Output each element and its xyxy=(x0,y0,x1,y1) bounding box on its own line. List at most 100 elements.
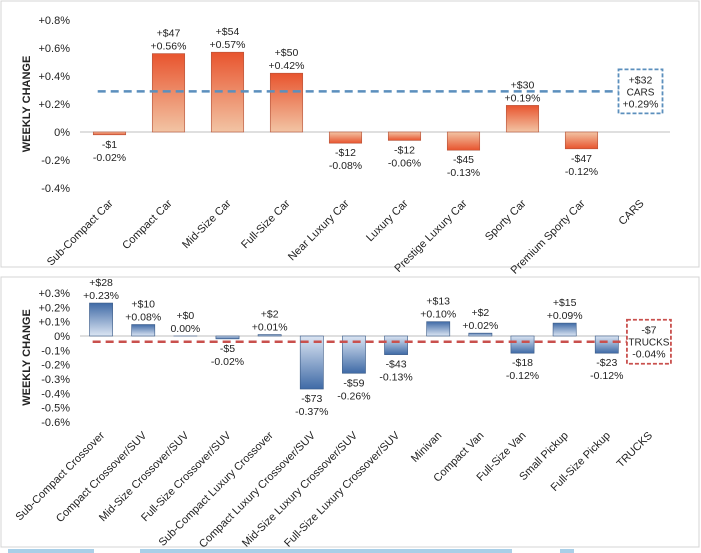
cars-percent-label: +0.57% xyxy=(210,39,246,51)
cars-x-tick-label: Mid-Size Car xyxy=(180,197,234,251)
cars-percent-label: -0.12% xyxy=(565,166,598,178)
cars-dollar-label: +$50 xyxy=(275,47,299,59)
cars-bar xyxy=(505,105,540,133)
cars-bar xyxy=(269,72,304,133)
cars-bar xyxy=(387,131,422,141)
cars-dollar-label: +$47 xyxy=(157,28,181,40)
cars-dollar-label: -$12 xyxy=(394,144,415,156)
cars-percent-label: +0.19% xyxy=(505,92,541,104)
cars-x-tick-label: Luxury Car xyxy=(364,197,411,244)
trucks-dollar-label: -$73 xyxy=(301,393,322,405)
trucks-dollar-label: -$5 xyxy=(220,343,235,355)
cars-bar xyxy=(92,131,127,136)
trucks-bar xyxy=(299,335,324,390)
cars-bar xyxy=(446,131,481,151)
trucks-dollar-label: +$13 xyxy=(426,296,450,308)
trucks-y-tick-label: -0.1% xyxy=(41,345,70,357)
cars-percent-label: +0.42% xyxy=(269,60,305,72)
trucks-bar xyxy=(384,335,408,355)
cars-bar xyxy=(328,131,363,144)
trucks-y-tick-label: -0.3% xyxy=(41,374,70,386)
cars-y-tick-label: +0.8% xyxy=(39,15,71,27)
trucks-dollar-label: +$2 xyxy=(471,307,489,319)
trucks-dollar-label: +$10 xyxy=(131,299,155,311)
trucks-dollar-label: -$59 xyxy=(343,377,364,389)
cars-average-dollar: +$32 xyxy=(629,74,653,86)
cars-chart: -0.4% -0.2% 0% +0.2% +0.4% +0.6% +0.8% WEEKLY C… xyxy=(21,15,670,277)
trucks-bar xyxy=(468,332,493,337)
cars-average-percent: +0.29% xyxy=(623,98,659,110)
trucks-y-tick-label: +0.2% xyxy=(39,302,71,314)
cars-dollar-label: +$54 xyxy=(216,26,240,38)
cars-percent-label: +0.56% xyxy=(151,41,187,53)
scroll-strip-left xyxy=(8,549,94,553)
cars-percent-label: -0.06% xyxy=(388,157,421,169)
trucks-percent-label: 0.00% xyxy=(170,323,200,335)
cars-percent-label: -0.08% xyxy=(329,160,362,172)
trucks-bar xyxy=(594,335,619,354)
cars-dollar-label: -$1 xyxy=(102,139,117,151)
cars-dollar-label: -$45 xyxy=(453,154,474,166)
cars-y-tick-label: +0.2% xyxy=(39,99,71,111)
trucks-bar xyxy=(215,335,240,340)
cars-dollar-label: -$47 xyxy=(571,153,592,165)
scroll-strip-middle xyxy=(140,549,512,553)
cars-dollar-label: +$30 xyxy=(511,79,535,91)
trucks-percent-label: +0.01% xyxy=(252,322,288,334)
trucks-average-box xyxy=(626,318,672,365)
trucks-percent-label: +0.08% xyxy=(125,312,161,324)
trucks-y-tick-label: +0.1% xyxy=(39,317,71,329)
trucks-y-tick-label: -0.6% xyxy=(41,417,70,429)
cars-x-tick-label: Sub-Compact Car xyxy=(45,197,116,268)
trucks-dollar-label: -$43 xyxy=(386,359,407,371)
trucks-y-axis-title: WEEKLY CHANGE xyxy=(21,309,33,406)
cars-average-box xyxy=(617,68,664,115)
trucks-y-tick-label: +0.3% xyxy=(39,288,71,300)
trucks-percent-label: +0.10% xyxy=(420,309,456,321)
trucks-y-tick-label: -0.5% xyxy=(41,403,70,415)
trucks-y-tick-label: 0% xyxy=(54,331,70,343)
cars-percent-label: -0.02% xyxy=(93,152,126,164)
cars-y-tick-label: -0.2% xyxy=(41,155,70,167)
trucks-dollar-label: +$15 xyxy=(553,297,577,309)
trucks-y-tick-label: -0.2% xyxy=(41,360,70,372)
trucks-percent-label: +0.09% xyxy=(547,310,583,322)
trucks-bar xyxy=(131,324,156,337)
cars-y-tick-label: +0.6% xyxy=(39,43,71,55)
trucks-bar xyxy=(426,321,451,337)
cars-bar xyxy=(564,131,599,150)
cars-x-tick-label: Near Luxury Car xyxy=(286,197,352,263)
cars-chart-border xyxy=(0,0,700,268)
trucks-percent-label: -0.12% xyxy=(590,370,623,382)
trucks-percent-label: -0.13% xyxy=(379,372,412,384)
trucks-dollar-label: +$0 xyxy=(176,310,194,322)
trucks-bar xyxy=(257,334,282,337)
trucks-average-name: TRUCKS xyxy=(628,338,669,349)
trucks-average-percent: -0.04% xyxy=(632,349,665,361)
cars-y-tick-label: 0% xyxy=(54,127,70,139)
trucks-chart-border xyxy=(0,276,700,548)
trucks-percent-label: +0.02% xyxy=(462,320,498,332)
trucks-percent-label: -0.37% xyxy=(295,406,328,418)
cars-x-tick-label: CARS xyxy=(617,198,647,228)
trucks-percent-label: -0.26% xyxy=(337,390,370,402)
cars-average-name: CARS xyxy=(627,87,655,98)
trucks-dollar-label: -$23 xyxy=(596,357,617,369)
trucks-average-dollar: -$7 xyxy=(641,325,656,337)
trucks-percent-label: -0.12% xyxy=(506,370,539,382)
trucks-bar xyxy=(552,322,577,337)
trucks-dollar-label: +$28 xyxy=(89,277,113,289)
trucks-dollar-label: -$18 xyxy=(512,357,533,369)
cars-x-tick-label: Sporty Car xyxy=(483,197,529,243)
trucks-x-tick-label: TRUCKS xyxy=(615,430,655,470)
trucks-chart: -0.6% -0.5% -0.4% -0.3% -0.2% -0.1% 0% +0.1% +0.… xyxy=(14,277,672,551)
cars-x-tick-label: Compact Car xyxy=(120,197,175,252)
cars-bar xyxy=(151,53,186,133)
trucks-percent-label: -0.02% xyxy=(211,356,244,368)
cars-x-tick-label: Full-Size Car xyxy=(239,197,293,251)
trucks-x-tick-label: Minivan xyxy=(409,430,444,465)
trucks-y-tick-label: -0.4% xyxy=(41,388,70,400)
trucks-dollar-label: +$2 xyxy=(261,309,279,321)
cars-y-axis-title: WEEKLY CHANGE xyxy=(21,56,33,153)
